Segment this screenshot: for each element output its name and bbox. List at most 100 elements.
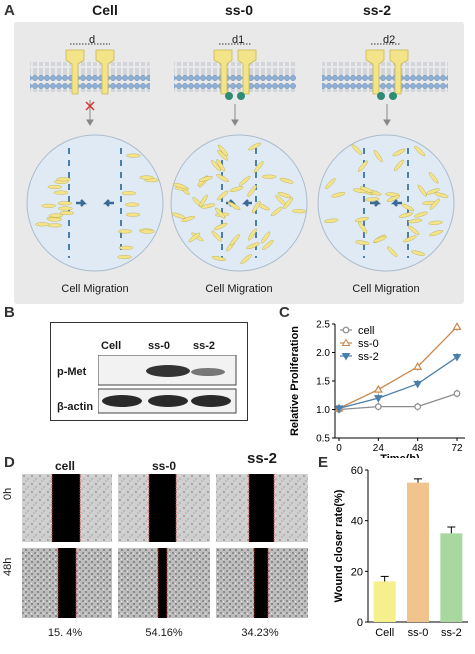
migrating-cell xyxy=(411,250,426,256)
data-point-ss-2 xyxy=(334,405,344,413)
migration-caption-ss2: Cell Migration xyxy=(352,283,420,295)
migrating-cell xyxy=(140,229,155,234)
migrating-cell xyxy=(216,159,225,172)
migrating-cell xyxy=(117,254,132,259)
membrane-diagram xyxy=(30,43,448,126)
migrating-cell xyxy=(35,222,50,227)
y-tick-label: 60 xyxy=(351,465,363,477)
row-label-actin: β-actin xyxy=(57,401,94,413)
migrating-cell xyxy=(216,174,229,182)
migrating-cell xyxy=(188,232,201,243)
migrating-cell xyxy=(417,184,427,197)
proliferation-line-chart: 0.5 1.0 1.5 2.0 2.5 0 24 48 72 Time(h) Relative Pr… xyxy=(289,320,465,458)
migrating-cell xyxy=(181,215,196,223)
migrating-cell xyxy=(214,222,228,230)
migrating-cell xyxy=(398,212,413,218)
panel-e-label: E xyxy=(318,454,329,471)
migrating-cell xyxy=(53,190,69,195)
x-tick-label: ss-2 xyxy=(441,627,462,639)
migrating-cell xyxy=(403,235,417,243)
migrating-cell xyxy=(47,185,62,190)
migrating-cell xyxy=(199,194,208,207)
series-line-ss-2 xyxy=(338,356,458,409)
migrating-cell xyxy=(426,188,440,195)
migrating-cell xyxy=(354,216,369,223)
y-tick-label: 20 xyxy=(351,566,363,578)
scratch-col-ss0: ss-0 xyxy=(152,459,177,473)
bar-ss-2 xyxy=(440,533,463,622)
migrating-cell xyxy=(365,197,380,202)
data-point-ss-0 xyxy=(373,384,383,393)
circle-ss2 xyxy=(317,134,455,272)
lane-label-cell: Cell xyxy=(101,340,122,352)
panel-a-label: A xyxy=(4,2,15,19)
migrating-cell xyxy=(386,195,401,202)
migrating-cell xyxy=(393,159,404,172)
migrating-cell xyxy=(215,207,226,219)
data-point-cell xyxy=(374,403,382,411)
data-point-cell xyxy=(414,403,422,411)
y-axis-label: Relative Proliferation xyxy=(289,326,301,436)
migrating-cell xyxy=(261,231,271,244)
data-point-ss-2 xyxy=(373,395,383,403)
y-tick-label: 1.0 xyxy=(316,405,330,416)
migrating-cell xyxy=(48,213,64,218)
blocked-x-icon xyxy=(85,101,95,111)
migrating-cell xyxy=(246,242,260,250)
migrating-cell xyxy=(211,230,222,242)
panel-a-title-ss2: ss-2 xyxy=(362,2,392,18)
signal-arrows xyxy=(86,100,391,126)
migrating-cell xyxy=(385,192,400,197)
x-tick-label: 24 xyxy=(373,443,385,454)
migrating-cell xyxy=(118,245,134,250)
migrating-cell xyxy=(251,200,261,214)
migrating-cell xyxy=(261,174,277,179)
migrating-cell xyxy=(59,210,74,215)
migrating-cell xyxy=(279,177,294,184)
panel-b-label: B xyxy=(4,304,15,321)
band-pmet-ss0 xyxy=(146,365,190,377)
legend-marker xyxy=(341,353,351,361)
x-tick-label: Cell xyxy=(375,627,394,639)
distance-label-d2: d2 xyxy=(383,34,396,46)
x-axis-label: Time(h) xyxy=(380,453,420,458)
migrating-cell xyxy=(247,185,257,197)
scratch-images xyxy=(22,474,308,618)
lane-label-ss0: ss-0 xyxy=(148,340,171,352)
migrating-cell xyxy=(240,254,252,265)
migrating-cell xyxy=(216,190,229,201)
band-pmet-ss2 xyxy=(191,368,225,376)
migrating-cell xyxy=(386,246,398,258)
panel-d-label: D xyxy=(4,454,15,471)
membrane-ss2 xyxy=(322,62,448,92)
distance-label-d1: d1 xyxy=(232,34,245,46)
legend-label-cell: cell xyxy=(358,325,375,337)
migrating-cell xyxy=(229,234,240,246)
legend-label-ss-2: ss-2 xyxy=(358,351,379,363)
migrating-cell xyxy=(211,256,226,261)
migrating-cell xyxy=(414,146,426,157)
migrating-cell xyxy=(139,175,154,180)
migrating-cell xyxy=(253,161,264,173)
data-point-ss-2 xyxy=(452,354,462,362)
x-tick-label: 0 xyxy=(336,443,342,454)
migrating-cell xyxy=(198,176,213,182)
migrating-cell xyxy=(126,153,141,158)
data-point-ss-0 xyxy=(413,362,423,370)
series-line-cell xyxy=(338,392,458,411)
panel-c-label: C xyxy=(279,304,290,321)
scratch-row-48h: 48h xyxy=(2,557,14,576)
migrating-cell xyxy=(401,203,415,212)
migrating-cell xyxy=(392,148,406,157)
scratch-col-ss2: ss-2 xyxy=(247,450,278,467)
receptor-ss0 xyxy=(213,49,257,95)
western-blot-frame xyxy=(50,322,248,421)
migrating-cell xyxy=(331,192,346,198)
migrating-cell xyxy=(172,183,187,189)
y-tick-label: 0 xyxy=(357,617,363,629)
y-tick-label: 40 xyxy=(351,516,363,528)
migrating-cell xyxy=(217,144,228,157)
migrating-cell xyxy=(429,230,443,237)
migrating-cell xyxy=(283,197,293,209)
lane-label-ss2: ss-2 xyxy=(193,340,216,352)
